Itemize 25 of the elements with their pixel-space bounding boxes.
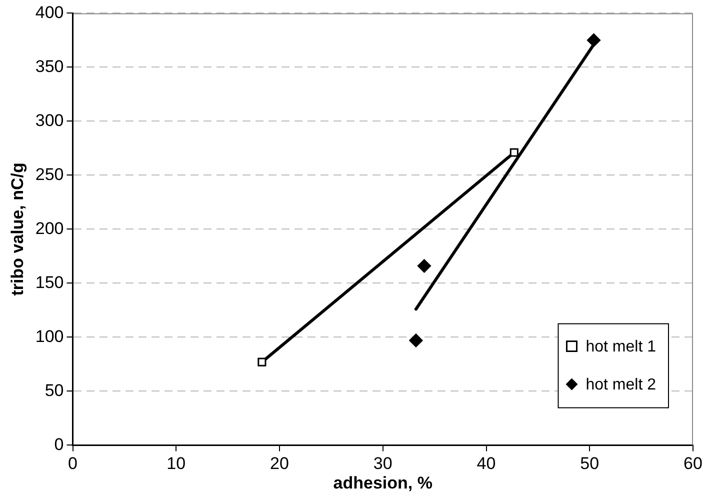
x-tick-label: 60 xyxy=(684,454,702,474)
x-tick-label: 40 xyxy=(476,454,496,474)
legend-label: hot melt 1 xyxy=(586,338,656,356)
point xyxy=(409,334,423,348)
y-tick-label: 150 xyxy=(35,272,64,292)
y-tick-label: 50 xyxy=(44,380,64,400)
point xyxy=(258,358,266,366)
y-tick-label: 400 xyxy=(35,2,64,22)
y-tick-label: 0 xyxy=(54,434,64,454)
x-tick-label: 10 xyxy=(166,454,186,474)
y-tick-label: 250 xyxy=(35,164,64,184)
point xyxy=(587,33,601,47)
y-tick-label: 200 xyxy=(35,218,64,238)
x-tick-label: 0 xyxy=(68,454,78,474)
y-tick-label: 100 xyxy=(35,326,64,346)
point xyxy=(417,259,431,273)
y-tick-label: 350 xyxy=(35,56,64,76)
point xyxy=(510,148,518,157)
x-tick-label: 50 xyxy=(580,454,600,474)
x-tick-label: 30 xyxy=(373,454,392,474)
legend-label: hot melt 2 xyxy=(586,376,656,394)
y-tick-label: 300 xyxy=(35,110,64,130)
x-axis-title: adhesion, % xyxy=(333,473,432,492)
x-tick-label: 20 xyxy=(270,454,289,474)
y-axis-title: tribo value, nC/g xyxy=(8,162,27,296)
